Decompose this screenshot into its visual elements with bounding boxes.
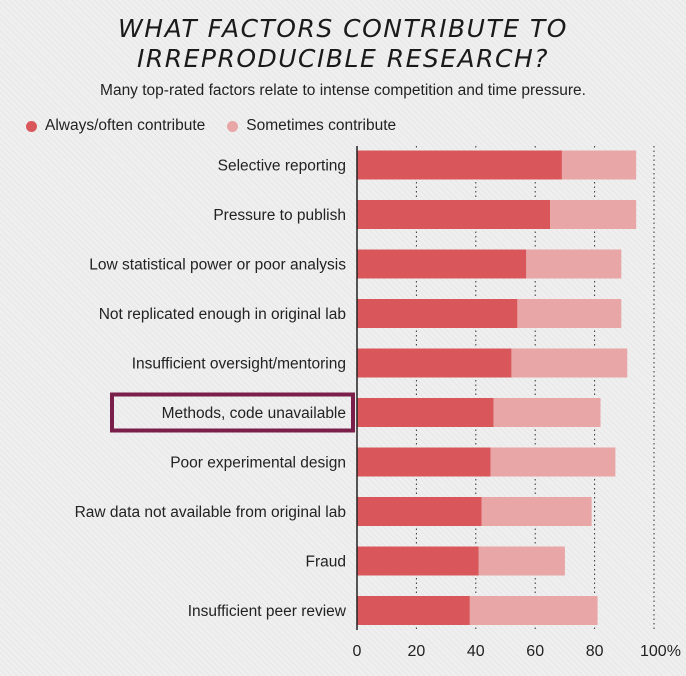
highlight-box	[110, 392, 355, 433]
bar-sometimes-2	[526, 249, 622, 279]
bar-always-0	[357, 150, 562, 180]
legend-item-always: Always/often contribute	[26, 117, 205, 135]
bar-always-9	[357, 596, 470, 625]
bar-sometimes-9	[469, 596, 598, 625]
x-tick-label-60: 60	[526, 643, 544, 660]
legend-item-sometimes: Sometimes contribute	[227, 117, 396, 135]
x-tick-label-20: 20	[408, 643, 426, 660]
category-label-8: Fraud	[306, 554, 347, 571]
category-label-2: Low statistical power or poor analysis	[89, 257, 346, 274]
category-label-9: Insufficient peer review	[188, 603, 347, 620]
bar-sometimes-6	[490, 447, 616, 477]
bar-sometimes-3	[517, 299, 622, 328]
category-label-6: Poor experimental design	[170, 455, 346, 472]
legend-label-sometimes: Sometimes contribute	[246, 117, 397, 134]
chart-title-line-2: IRREPRODUCIBLE RESEARCH?	[136, 44, 550, 73]
x-tick-label-100: 100%	[640, 643, 681, 660]
chart-subtitle: Many top-rated factors relate to intense…	[100, 82, 586, 99]
legend-swatch-always	[26, 120, 37, 132]
bar-sometimes-1	[550, 200, 637, 229]
category-label-0: Selective reporting	[218, 158, 346, 175]
bar-always-4	[357, 348, 512, 378]
x-tick-label-40: 40	[467, 643, 485, 660]
bar-always-1	[357, 200, 551, 229]
bar-sometimes-4	[511, 348, 628, 378]
bar-sometimes-7	[481, 497, 592, 526]
bar-always-7	[357, 497, 482, 526]
x-tick-label-0: 0	[353, 643, 362, 660]
category-label-3: Not replicated enough in original lab	[99, 306, 346, 323]
category-label-7: Raw data not available from original lab	[75, 504, 346, 521]
bar-always-5	[357, 398, 494, 427]
x-tick-label-80: 80	[586, 643, 604, 660]
legend: Always/often contribute Sometimes contri…	[26, 117, 418, 135]
legend-swatch-sometimes	[227, 120, 239, 132]
bar-always-2	[357, 249, 527, 279]
bar-always-3	[357, 299, 518, 328]
bar-sometimes-0	[561, 150, 637, 180]
bar-sometimes-8	[478, 546, 565, 576]
category-label-5: Methods, code unavailable	[162, 405, 346, 422]
chart-title-line-1: WHAT FACTORS CONTRIBUTE TO	[118, 14, 568, 43]
category-label-1: Pressure to publish	[213, 207, 346, 224]
category-label-4: Insufficient oversight/mentoring	[132, 356, 346, 373]
bar-sometimes-5	[493, 398, 601, 427]
bar-always-6	[357, 447, 491, 477]
bar-always-8	[357, 546, 479, 576]
legend-label-always: Always/often contribute	[45, 117, 206, 134]
